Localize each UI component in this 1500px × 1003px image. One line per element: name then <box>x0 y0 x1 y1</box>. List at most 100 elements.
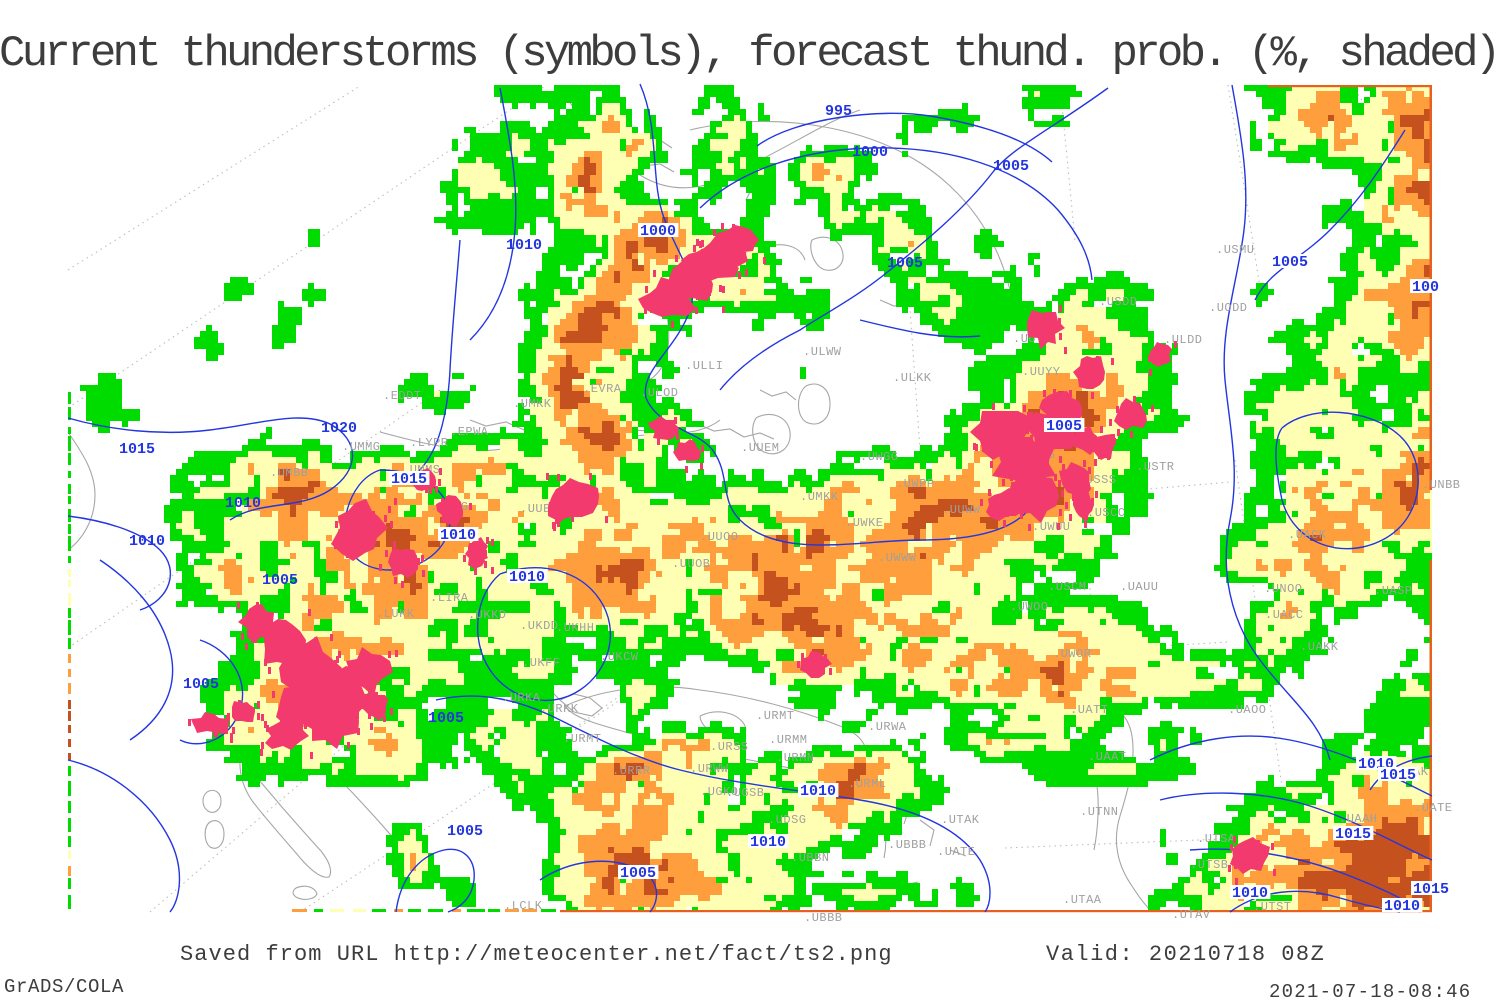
svg-text:.UWOO: .UWOO <box>1010 600 1049 614</box>
svg-text:.UTAA: .UTAA <box>1063 893 1102 907</box>
svg-text:.UWKE: .UWKE <box>845 516 884 530</box>
svg-text:1005: 1005 <box>183 676 219 693</box>
svg-text:.UASP: .UASP <box>1374 584 1413 598</box>
svg-text:.UAAH: .UAAH <box>1339 812 1378 826</box>
svg-text:.URMN: .URMN <box>776 751 815 765</box>
svg-text:1010: 1010 <box>509 569 545 586</box>
svg-text:.UBBB: .UBBB <box>888 838 927 852</box>
svg-text:1000: 1000 <box>640 223 676 240</box>
svg-text:.URMM: .URMM <box>769 733 808 747</box>
svg-text:1010: 1010 <box>1384 898 1420 915</box>
svg-text:.URKK: .URKK <box>540 702 579 716</box>
svg-text:.UWPP: .UWPP <box>896 477 935 491</box>
svg-text:.URMT: .URMT <box>563 732 602 746</box>
svg-text:1020: 1020 <box>321 420 357 437</box>
svg-text:.UMBB: .UMBB <box>270 466 309 480</box>
svg-text:.USCM: .USCM <box>1048 580 1087 594</box>
svg-text:.UATE: .UATE <box>937 845 976 859</box>
svg-text:.ULKK: .ULKK <box>893 371 932 385</box>
svg-text:.LUKK: .LUKK <box>376 607 415 621</box>
svg-text:.UTSB: .UTSB <box>1190 858 1229 872</box>
svg-text:.USTR: .USTR <box>1136 460 1175 474</box>
svg-text:.URSS: .URSS <box>710 740 749 754</box>
svg-text:.UMKK: .UMKK <box>513 397 552 411</box>
svg-text:.UMKK: .UMKK <box>800 490 839 504</box>
svg-text:.EPWA: .EPWA <box>450 425 489 439</box>
svg-text:.UUYY: .UUYY <box>1022 365 1061 379</box>
svg-text:.USDD: .USDD <box>1099 295 1138 309</box>
svg-text:.UAAT: .UAAT <box>1088 750 1127 764</box>
svg-text:.UWWW: .UWWW <box>878 551 917 565</box>
svg-text:.ULWW: .ULWW <box>803 345 842 359</box>
svg-text:.UUEM: .UUEM <box>741 441 780 455</box>
svg-text:1000: 1000 <box>852 144 888 161</box>
svg-text:.UAKK: .UAKK <box>1300 640 1339 654</box>
svg-text:.UAOO: .UAOO <box>1228 703 1267 717</box>
svg-text:.URKA: .URKA <box>502 691 541 705</box>
svg-text:1005: 1005 <box>620 865 656 882</box>
svg-text:1015: 1015 <box>1335 826 1371 843</box>
svg-text:.UNOO: .UNOO <box>1264 582 1303 596</box>
svg-text:1005: 1005 <box>993 158 1029 175</box>
svg-text:1015: 1015 <box>1413 881 1449 898</box>
svg-text:.UGSB: .UGSB <box>726 786 765 800</box>
svg-text:.URWA: .URWA <box>868 720 907 734</box>
svg-text:1005: 1005 <box>428 710 464 727</box>
svg-text:.UDSG: .UDSG <box>768 813 807 827</box>
svg-text:.UUWW: .UUWW <box>942 503 981 517</box>
svg-text:.URML: .URML <box>848 777 887 791</box>
svg-text:1010: 1010 <box>800 783 836 800</box>
svg-text:.UBBN: .UBBN <box>791 851 830 865</box>
svg-text:1005: 1005 <box>887 255 923 272</box>
svg-text:.UTNN: .UTNN <box>1080 805 1119 819</box>
svg-text:1005: 1005 <box>262 572 298 589</box>
svg-text:.UGKO: .UGKO <box>700 785 739 799</box>
svg-text:.UMMG: .UMMG <box>342 440 381 454</box>
svg-text:.URMT: .URMT <box>756 709 795 723</box>
svg-text:1005: 1005 <box>1272 254 1308 271</box>
svg-text:.UKCW: .UKCW <box>600 650 639 664</box>
svg-text:.UKHH: .UKHH <box>556 621 595 635</box>
svg-text:.UKDD: .UKDD <box>520 619 559 633</box>
svg-text:.UNBB: .UNBB <box>1422 478 1461 492</box>
svg-text:.UTAV: .UTAV <box>1172 908 1211 922</box>
svg-text:.UKFF: .UKFF <box>522 656 561 670</box>
svg-text:.UODD: .UODD <box>1209 301 1248 315</box>
svg-text:995: 995 <box>825 103 852 120</box>
svg-text:1015: 1015 <box>119 441 155 458</box>
svg-text:.UACC: .UACC <box>1265 608 1304 622</box>
svg-text:.UATE: .UATE <box>1414 801 1453 815</box>
svg-text:1005: 1005 <box>447 823 483 840</box>
svg-text:.UTAK: .UTAK <box>941 813 980 827</box>
svg-text:.USCC: .USCC <box>1087 506 1126 520</box>
svg-text:.UWOR: .UWOR <box>1053 647 1092 661</box>
svg-text:.UTST: .UTST <box>1253 900 1292 914</box>
svg-text:.UUOB: .UUOB <box>672 557 711 571</box>
svg-text:.LYPR: .LYPR <box>410 436 449 450</box>
svg-text:.UKKD: .UKKD <box>468 608 507 622</box>
svg-text:.UATT: .UATT <box>1070 703 1109 717</box>
svg-text:.UBBB: .UBBB <box>804 911 843 925</box>
svg-text:.UTSA: .UTSA <box>1197 832 1236 846</box>
svg-text:1010: 1010 <box>750 834 786 851</box>
svg-text:1015: 1015 <box>1380 767 1416 784</box>
svg-text:.EVRA: .EVRA <box>583 382 622 396</box>
svg-text:.ULLI: .ULLI <box>685 359 724 373</box>
svg-text:.URRR: .URRR <box>612 764 651 778</box>
svg-text:.USMU: .USMU <box>1216 243 1255 257</box>
svg-text:1010: 1010 <box>440 527 476 544</box>
svg-text:1015: 1015 <box>391 471 427 488</box>
svg-text:.EDDT: .EDDT <box>383 389 422 403</box>
svg-text:100: 100 <box>1412 279 1439 296</box>
svg-text:.UWGG: .UWGG <box>860 450 899 464</box>
svg-text:.UACK: .UACK <box>1288 528 1327 542</box>
svg-text:1005: 1005 <box>1046 418 1082 435</box>
svg-text:1010: 1010 <box>1232 885 1268 902</box>
svg-text:1010: 1010 <box>129 533 165 550</box>
svg-text:.LIRA: .LIRA <box>430 591 469 605</box>
svg-text:.URWW: .URWW <box>690 762 729 776</box>
svg-text:.ULOD: .ULOD <box>640 386 679 400</box>
svg-text:.UAUU: .UAUU <box>1120 580 1159 594</box>
svg-text:.UUOO: .UUOO <box>700 530 739 544</box>
svg-text:.UWUU: .UWUU <box>1032 520 1071 534</box>
